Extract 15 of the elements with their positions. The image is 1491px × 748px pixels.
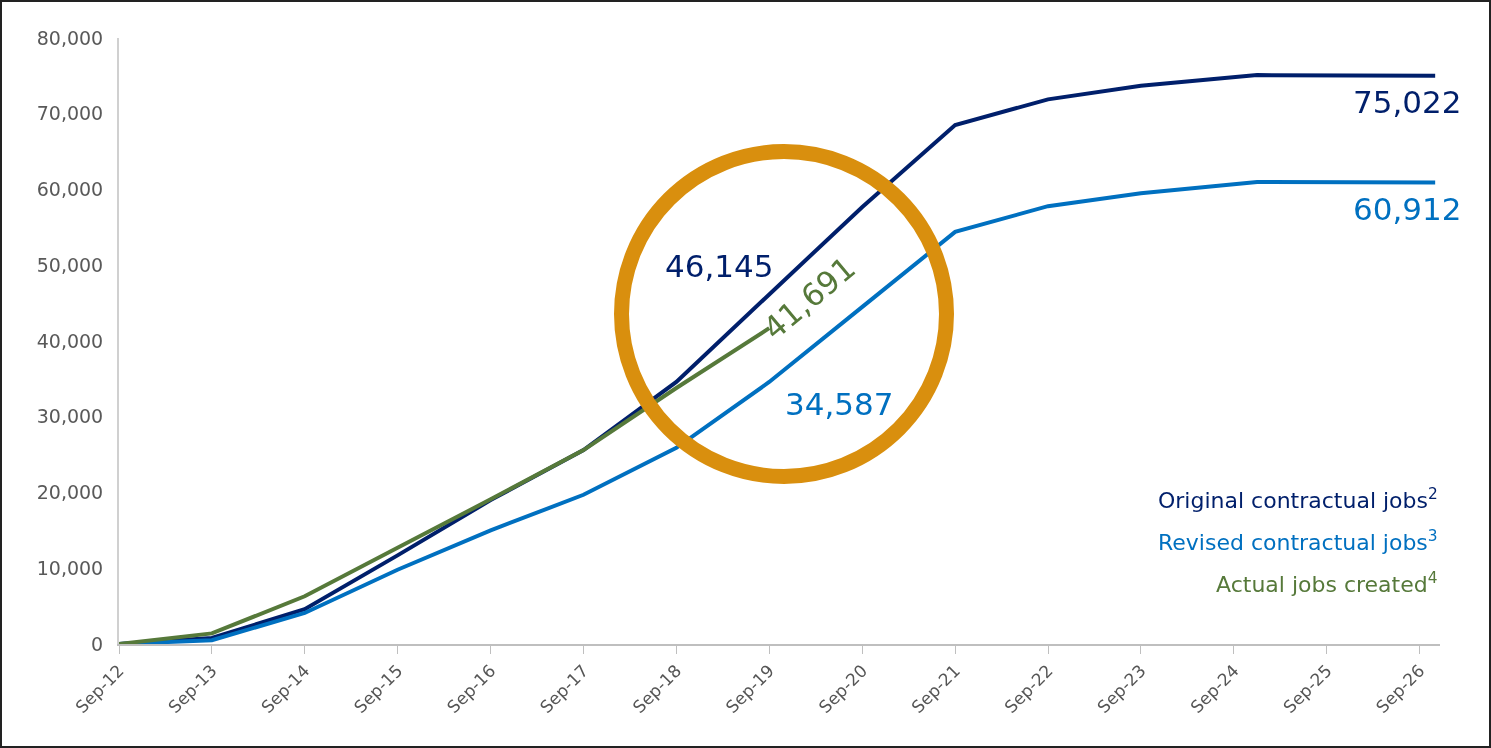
data-label: 75,022 xyxy=(1353,84,1462,120)
y-tick-label: 10,000 xyxy=(36,556,104,579)
y-tick-label: 50,000 xyxy=(36,253,104,276)
text: Revised contractual jobs$^{3}$ xyxy=(1158,527,1438,556)
y-tick-label: 20,000 xyxy=(36,481,104,504)
text: Actual jobs created$^{4}$ xyxy=(1216,569,1438,598)
y-tick-label: 70,000 xyxy=(36,102,104,125)
y-tick-label: 0 xyxy=(91,632,104,655)
data-label: 34,587 xyxy=(785,386,894,422)
y-tick-label: 30,000 xyxy=(36,405,104,428)
y-tick-label: 60,000 xyxy=(36,178,104,201)
data-label: 60,912 xyxy=(1353,191,1462,227)
y-tick-label: 80,000 xyxy=(36,26,104,49)
y-tick-label: 40,000 xyxy=(36,329,104,352)
text: Original contractual jobs$^{2}$ xyxy=(1158,485,1438,514)
